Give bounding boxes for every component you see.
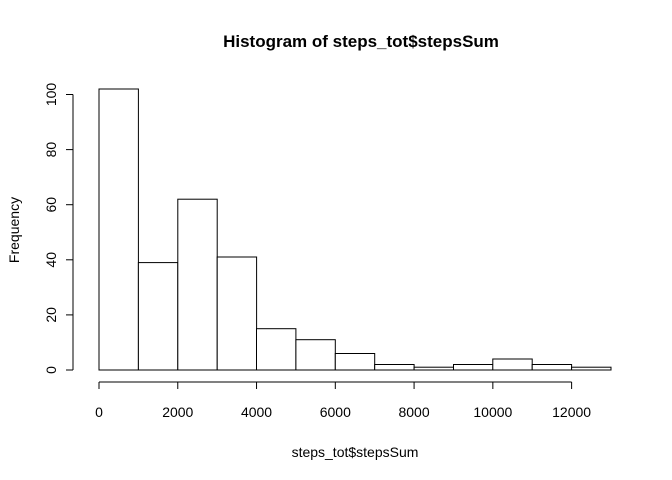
- histogram-bar: [256, 328, 297, 371]
- y-axis: 0 20 40 60 80 100: [43, 83, 74, 374]
- y-tick-label: 80: [43, 142, 59, 158]
- y-tick-label: 20: [43, 307, 59, 323]
- chart-title: Histogram of steps_tot$stepsSum: [223, 32, 499, 51]
- histogram-bars: [98, 88, 612, 371]
- x-tick-label: 8000: [398, 404, 429, 420]
- y-tick-label: 0: [43, 366, 59, 374]
- x-axis-label: steps_tot$stepsSum: [292, 444, 419, 460]
- y-axis-label: Frequency: [6, 197, 22, 263]
- histogram-bar: [413, 366, 455, 371]
- y-tick-label: 40: [43, 252, 59, 268]
- y-tick-label: 60: [43, 197, 59, 213]
- x-tick-label: 2000: [162, 404, 193, 420]
- x-tick-label: 12000: [552, 404, 591, 420]
- x-tick-label: 0: [95, 404, 103, 420]
- histogram-bar: [571, 366, 612, 371]
- histogram-bar: [295, 339, 336, 371]
- histogram-bar: [374, 364, 415, 371]
- x-axis: 0 2000 4000 6000 8000 10000 12000: [95, 381, 591, 420]
- histogram-bar: [334, 353, 376, 371]
- x-tick-label: 10000: [473, 404, 512, 420]
- x-tick-label: 6000: [320, 404, 351, 420]
- histogram-bar: [531, 364, 573, 371]
- y-tick-label: 100: [43, 83, 59, 107]
- histogram-bar: [137, 262, 179, 371]
- histogram-bar: [177, 198, 218, 371]
- histogram-bar: [98, 88, 139, 371]
- histogram-bar: [453, 364, 494, 371]
- histogram-bar: [216, 256, 258, 371]
- x-tick-label: 4000: [241, 404, 272, 420]
- histogram-bar: [492, 358, 533, 371]
